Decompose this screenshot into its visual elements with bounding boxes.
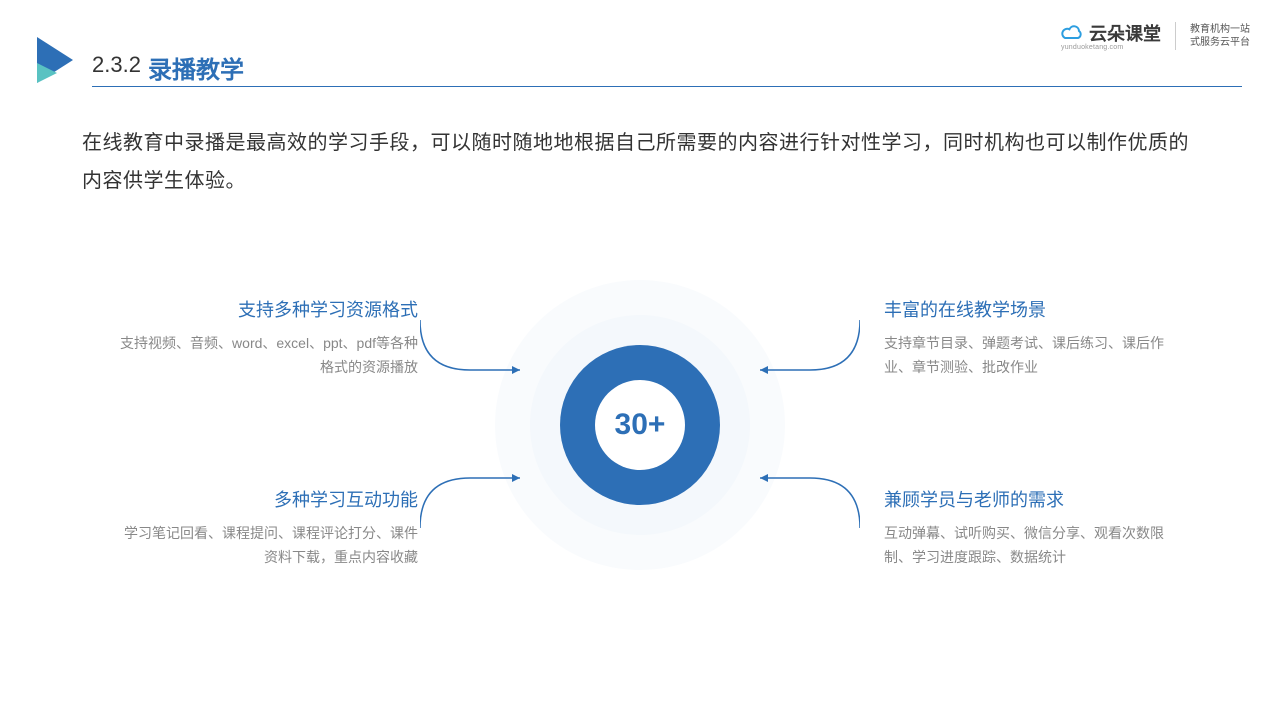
feature-desc: 支持视频、音频、word、excel、ppt、pdf等各种格式的资源播放 bbox=[118, 332, 418, 380]
intro-paragraph: 在线教育中录播是最高效的学习手段，可以随时随地地根据自己所需要的内容进行针对性学… bbox=[82, 124, 1202, 200]
feature-title: 多种学习互动功能 bbox=[118, 486, 418, 512]
section-play-icon bbox=[35, 35, 75, 85]
feature-top-left: 支持多种学习资源格式 支持视频、音频、word、excel、ppt、pdf等各种… bbox=[118, 296, 418, 380]
ring-outer: 30+ bbox=[560, 345, 720, 505]
brand-name: 云朵课堂 bbox=[1089, 20, 1161, 46]
ring-value: 30+ bbox=[615, 408, 666, 442]
feature-desc: 学习笔记回看、课程提问、课程评论打分、课件资料下载，重点内容收藏 bbox=[118, 522, 418, 570]
header-underline bbox=[92, 86, 1242, 87]
ring-inner: 30+ bbox=[595, 380, 685, 470]
cloud-icon bbox=[1061, 24, 1085, 42]
center-ring: 30+ bbox=[560, 345, 720, 505]
feature-title: 兼顾学员与老师的需求 bbox=[884, 486, 1184, 512]
feature-desc: 支持章节目录、弹题考试、课后练习、课后作业、章节测验、批改作业 bbox=[884, 332, 1184, 380]
feature-title: 丰富的在线教学场景 bbox=[884, 296, 1184, 322]
brand-logo: 云朵课堂 yunduoketang.com 教育机构一站 式服务云平台 bbox=[1061, 20, 1250, 51]
feature-bottom-left: 多种学习互动功能 学习笔记回看、课程提问、课程评论打分、课件资料下载，重点内容收… bbox=[118, 486, 418, 570]
feature-top-right: 丰富的在线教学场景 支持章节目录、弹题考试、课后练习、课后作业、章节测验、批改作… bbox=[884, 296, 1184, 380]
section-title: 录播教学 bbox=[148, 50, 244, 85]
section-number: 2.3.2 bbox=[92, 52, 141, 78]
feature-title: 支持多种学习资源格式 bbox=[118, 296, 418, 322]
logo-divider bbox=[1175, 22, 1176, 50]
feature-bottom-right: 兼顾学员与老师的需求 互动弹幕、试听购买、微信分享、观看次数限制、学习进度跟踪、… bbox=[884, 486, 1184, 570]
brand-tagline: 教育机构一站 式服务云平台 bbox=[1190, 23, 1250, 49]
feature-desc: 互动弹幕、试听购买、微信分享、观看次数限制、学习进度跟踪、数据统计 bbox=[884, 522, 1184, 570]
